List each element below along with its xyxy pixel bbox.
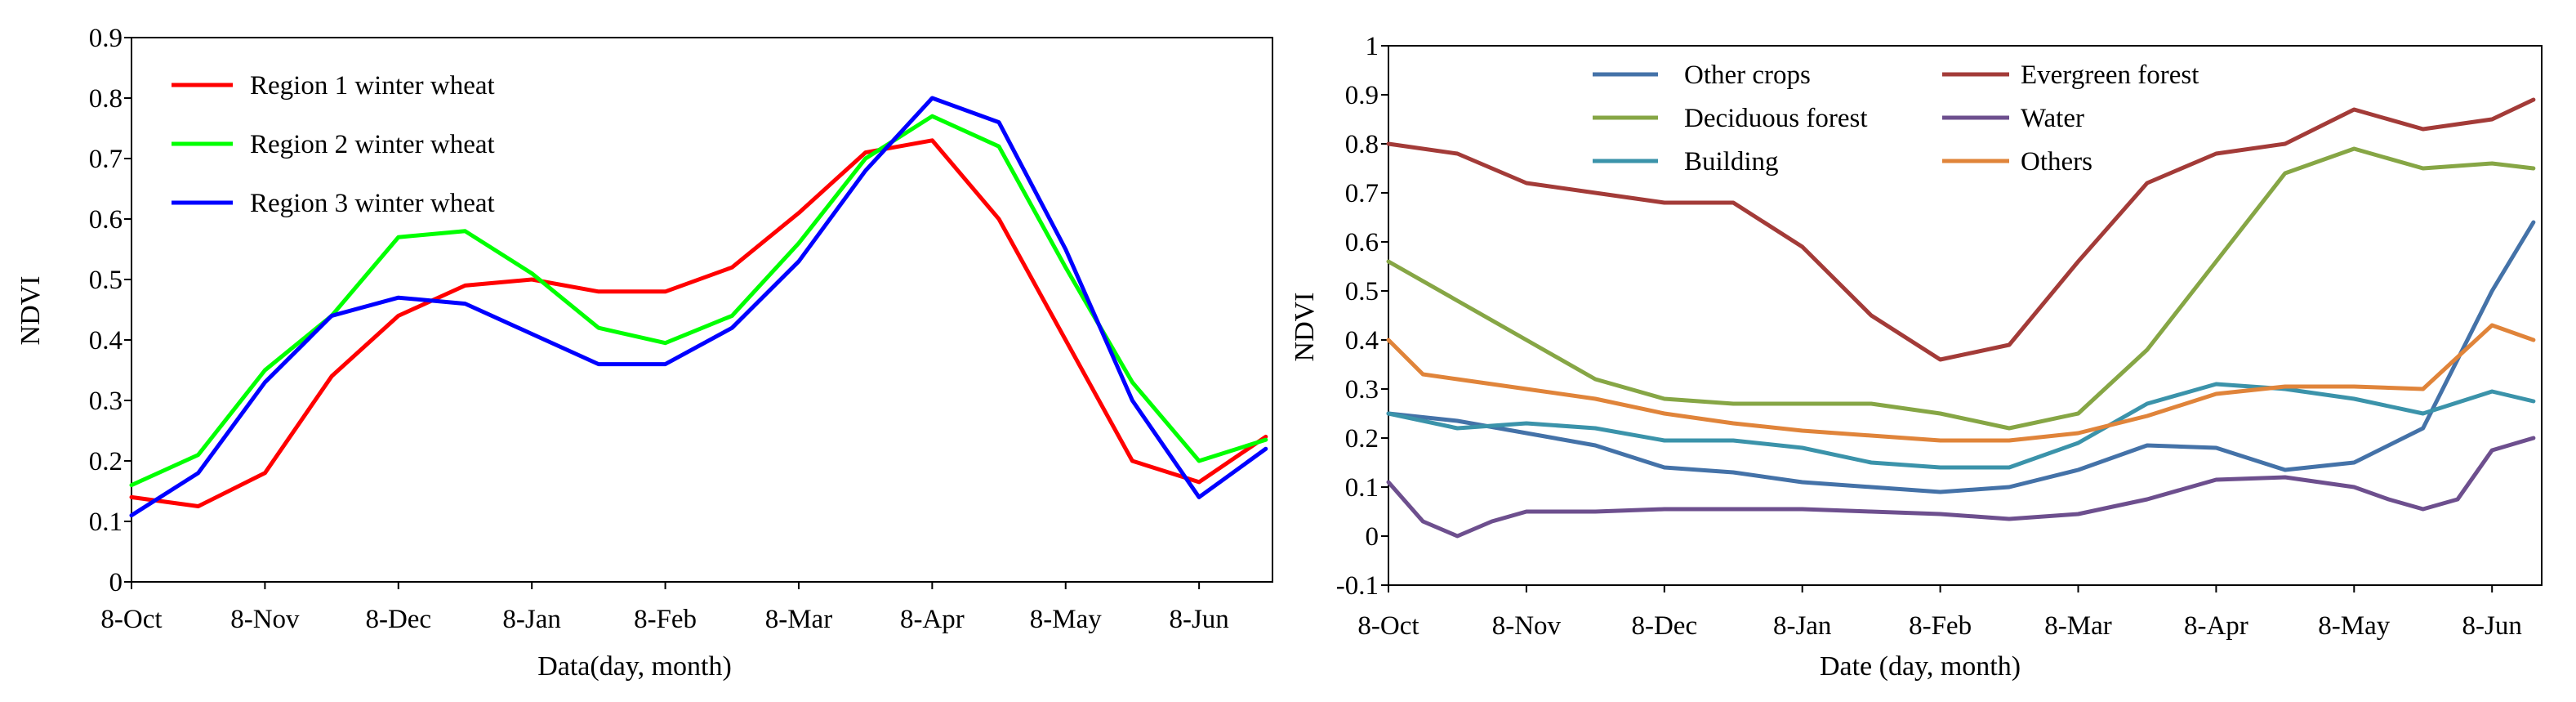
- y-tick-label: 0.3: [1345, 375, 1379, 405]
- series-line-deciduous-forest: [1386, 146, 2536, 431]
- y-tick-label: 0.1: [1345, 473, 1379, 503]
- series-line-evergreen-forest: [1386, 97, 2536, 362]
- series-line-other-crops: [1386, 220, 2536, 494]
- x-axis-ticks: 8-Oct 8-Nov 8-Dec 8-Jan 8-Feb 8-Mar 8-Apr 8-May…: [1357, 585, 2522, 641]
- y-tick-label: 0.9: [89, 24, 123, 53]
- chart-region-wheat-ndvi: 00.10.20.30.40.50.60.70.80.9 8-Oct 8-Nov 8…: [16, 24, 1273, 682]
- y-tick-label: 0.3: [89, 387, 123, 416]
- x-tick-label: 8-May: [1030, 605, 1102, 634]
- series-lines: [1386, 97, 2536, 539]
- y-tick-label: 0.5: [89, 266, 123, 295]
- x-tick-label: 8-Jan: [502, 605, 560, 634]
- y-tick-label: -0.1: [1336, 571, 1379, 601]
- chart-landcover-ndvi: -0.100.10.20.30.40.50.60.70.80.91 8-Oct 8…: [1290, 32, 2543, 682]
- y-tick-label: 0.6: [1345, 228, 1379, 257]
- y-tick-label: 0.6: [89, 205, 123, 235]
- plot-frame: [131, 37, 1273, 583]
- x-tick-label: 8-Dec: [365, 605, 431, 634]
- x-tick-label: 8-Oct: [1357, 611, 1419, 641]
- y-tick-label: 0.7: [1345, 179, 1379, 208]
- series-line-region-1-winter-wheat: [129, 138, 1268, 508]
- legend: Other crops Evergreen forest Deciduous for…: [1593, 60, 2199, 177]
- x-tick-label: 8-May: [2318, 611, 2390, 641]
- y-tick-label: 0.7: [89, 145, 123, 174]
- x-tick-label: 8-Jun: [1169, 605, 1228, 634]
- series-line-building: [1386, 382, 2536, 470]
- legend-label-water: Water: [2021, 104, 2084, 133]
- legend-label-building: Building: [1684, 147, 1779, 177]
- series-line-region-2-winter-wheat: [129, 114, 1268, 488]
- y-tick-label: 0.5: [1345, 277, 1379, 306]
- legend-label-deciduous-forest: Deciduous forest: [1684, 104, 1868, 133]
- plot-frame: [1388, 45, 2543, 586]
- x-tick-label: 8-Nov: [230, 605, 300, 634]
- legend-label-region-1-winter-wheat: Region 1 winter wheat: [250, 71, 495, 101]
- y-axis-ticks: 0 0.1 0.2 0.3 0.4 0.5 0.6 0.7 0.8 0.9: [89, 24, 131, 597]
- x-tick-label: 8-Mar: [765, 605, 832, 634]
- y-tick-label: 0.4: [1345, 326, 1379, 355]
- legend-label-other-crops: Other crops: [1684, 60, 1811, 90]
- legend-label-evergreen-forest: Evergreen forest: [2021, 60, 2199, 90]
- legend-label-region-2-winter-wheat: Region 2 winter wheat: [250, 130, 495, 159]
- x-tick-label: 8-Apr: [2184, 611, 2248, 641]
- legend-label-others: Others: [2021, 147, 2092, 177]
- x-tick-label: 8-Mar: [2044, 611, 2111, 641]
- y-axis-title: NDVI: [16, 276, 46, 346]
- x-tick-label: 8-Feb: [634, 605, 697, 634]
- y-axis-ticks: -0.1 0 0.1 0.2 0.3 0.4 0.5 0.6 0.7 0.8 0.9 1: [1336, 32, 1388, 601]
- x-tick-label: 8-Dec: [1631, 611, 1697, 641]
- y-tick-label: 1: [1366, 32, 1379, 61]
- x-axis-ticks: 8-Oct 8-Nov 8-Dec 8-Jan 8-Feb 8-Mar 8-Apr 8-May…: [100, 582, 1229, 634]
- legend-label-region-3-winter-wheat: Region 3 winter wheat: [250, 189, 495, 218]
- y-tick-label: 0.1: [89, 507, 123, 537]
- y-tick-label: 0.8: [89, 84, 123, 114]
- y-tick-label: 0.2: [1345, 424, 1379, 454]
- x-axis-title: Date (day, month): [1820, 651, 2021, 682]
- y-tick-label: 0.8: [1345, 130, 1379, 159]
- y-tick-label: 0.9: [1345, 81, 1379, 110]
- x-tick-label: 8-Jan: [1773, 611, 1831, 641]
- x-tick-label: 8-Apr: [900, 605, 965, 634]
- y-tick-label: 0: [1366, 522, 1379, 552]
- series-line-water: [1386, 436, 2536, 539]
- x-axis-title: Data(day, month): [537, 651, 732, 682]
- legend: Region 1 winter wheat Region 2 winter whe…: [172, 71, 495, 218]
- series-line-others: [1386, 323, 2536, 443]
- x-tick-label: 8-Jun: [2462, 611, 2522, 641]
- y-tick-label: 0: [109, 568, 123, 597]
- x-tick-label: 8-Nov: [1492, 611, 1562, 641]
- y-tick-label: 0.4: [89, 326, 123, 355]
- x-tick-label: 8-Oct: [100, 605, 162, 634]
- x-tick-label: 8-Feb: [1909, 611, 1972, 641]
- y-tick-label: 0.2: [89, 447, 123, 476]
- series-line-region-3-winter-wheat: [129, 96, 1268, 518]
- y-axis-title: NDVI: [1290, 293, 1320, 362]
- series-lines: [129, 96, 1268, 518]
